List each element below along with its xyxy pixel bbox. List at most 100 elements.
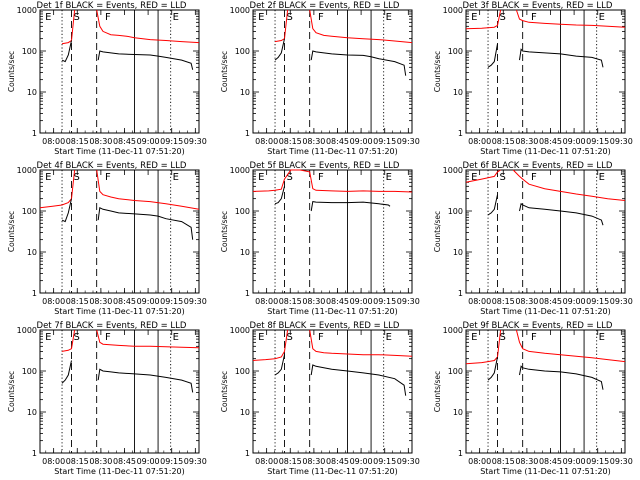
- series-events: [519, 48, 604, 68]
- panel-title: Det 4f BLACK = Events, RED = LLD: [37, 161, 187, 171]
- marker-f: F: [105, 172, 111, 183]
- y-tick-label: 100: [448, 207, 463, 216]
- y-tick-label: 1: [245, 129, 250, 138]
- marker-e: E: [258, 332, 264, 343]
- x-tick-label: 08:15: [492, 297, 515, 306]
- x-tick-label: 09:30: [397, 297, 420, 306]
- x-tick-label: 09:00: [137, 297, 160, 306]
- y-axis-label: Counts/sec: [220, 371, 229, 412]
- panel: Det 1f BLACK = Events, RED = LLD 1 10 100 10…: [7, 1, 207, 156]
- x-axis-label: Start Time (11-Dec-11 07:51:20): [54, 147, 185, 156]
- x-tick-label: 08:30: [89, 297, 112, 306]
- x-tick-label: 08:30: [515, 137, 538, 146]
- panel-title: Det 6f BLACK = Events, RED = LLD: [463, 161, 613, 171]
- marker-e: E: [386, 332, 392, 343]
- y-axis-label: Counts/sec: [220, 211, 229, 252]
- x-tick-label: 08:15: [492, 137, 515, 146]
- y-tick-label: 10: [240, 88, 250, 97]
- x-tick-label: 09:30: [610, 297, 633, 306]
- y-tick-label: 100: [448, 367, 463, 376]
- panel: Det 7f BLACK = Events, RED = LLD 1 10 100 10…: [7, 321, 207, 476]
- x-axis-label: Start Time (11-Dec-11 07:51:20): [267, 307, 398, 316]
- panel: Det 4f BLACK = Events, RED = LLD 1 10 100 10…: [7, 161, 207, 316]
- series-lld: [96, 9, 200, 44]
- plot-frame: [39, 9, 200, 134]
- series-events: [310, 364, 407, 396]
- series-lld: [96, 329, 200, 349]
- panel-title: Det 5f BLACK = Events, RED = LLD: [250, 161, 400, 171]
- plot-frame: [465, 169, 626, 294]
- marker-e: E: [599, 332, 605, 343]
- series-lld: [252, 169, 413, 193]
- plot-frame: [39, 169, 200, 294]
- x-tick-label: 09:30: [397, 137, 420, 146]
- series-lld: [252, 329, 289, 361]
- plot-frame: [465, 9, 626, 134]
- y-tick-label: 1: [32, 129, 37, 138]
- y-tick-label: 1000: [230, 6, 250, 15]
- y-tick-label: 10: [453, 248, 463, 257]
- x-tick-label: 09:15: [373, 297, 396, 306]
- x-tick-label: 08:45: [113, 297, 136, 306]
- series-lld: [515, 329, 626, 363]
- x-tick-label: 09:00: [137, 137, 160, 146]
- x-tick-label: 08:30: [515, 457, 538, 466]
- y-axis-label: Counts/sec: [7, 51, 16, 92]
- marker-f: F: [105, 332, 111, 343]
- x-tick-label: 08:00: [42, 457, 65, 466]
- marker-e: E: [599, 172, 605, 183]
- panel: Det 6f BLACK = Events, RED = LLD 1 10 100 10…: [433, 161, 633, 316]
- marker-e: E: [599, 12, 605, 23]
- x-tick-label: 09:00: [350, 297, 373, 306]
- marker-s: S: [499, 12, 505, 23]
- x-tick-label: 08:00: [468, 457, 491, 466]
- marker-e: E: [45, 12, 51, 23]
- y-tick-label: 1000: [443, 6, 463, 15]
- series-lld: [465, 169, 501, 183]
- series-lld: [512, 169, 626, 201]
- y-axis-label: Counts/sec: [7, 371, 16, 412]
- x-axis-label: Start Time (11-Dec-11 07:51:20): [480, 467, 611, 476]
- series-lld: [39, 169, 76, 209]
- x-axis-label: Start Time (11-Dec-11 07:51:20): [54, 307, 185, 316]
- y-tick-label: 1: [32, 289, 37, 298]
- x-tick-label: 09:15: [373, 457, 396, 466]
- panel: Det 3f BLACK = Events, RED = LLD 1 10 100 10…: [433, 1, 633, 156]
- x-tick-label: 09:15: [373, 137, 396, 146]
- marker-e: E: [386, 12, 392, 23]
- series-events: [310, 201, 391, 212]
- y-axis-label: Counts/sec: [220, 51, 229, 92]
- x-tick-label: 08:30: [89, 137, 112, 146]
- x-tick-label: 08:15: [279, 297, 302, 306]
- marker-s: S: [499, 172, 505, 183]
- x-tick-label: 08:45: [539, 297, 562, 306]
- marker-s: S: [286, 12, 292, 23]
- y-tick-label: 1: [458, 129, 463, 138]
- marker-s: S: [286, 332, 292, 343]
- marker-f: F: [318, 172, 324, 183]
- x-tick-label: 09:15: [586, 457, 609, 466]
- x-tick-label: 09:30: [184, 137, 207, 146]
- x-tick-label: 08:15: [279, 137, 302, 146]
- x-tick-label: 09:15: [586, 137, 609, 146]
- panel: Det 5f BLACK = Events, RED = LLD 1 10 100 10…: [220, 161, 420, 316]
- marker-e: E: [471, 172, 477, 183]
- x-axis-label: Start Time (11-Dec-11 07:51:20): [480, 307, 611, 316]
- marker-e: E: [45, 332, 51, 343]
- series-lld: [515, 9, 626, 28]
- marker-e: E: [471, 12, 477, 23]
- panel-title: Det 2f BLACK = Events, RED = LLD: [250, 1, 400, 11]
- x-axis-label: Start Time (11-Dec-11 07:51:20): [267, 467, 398, 476]
- x-tick-label: 08:15: [66, 297, 89, 306]
- plot-frame: [252, 169, 413, 294]
- marker-f: F: [531, 332, 537, 343]
- series-events: [274, 38, 285, 61]
- x-tick-label: 09:15: [160, 137, 183, 146]
- y-tick-label: 1: [245, 289, 250, 298]
- marker-s: S: [499, 332, 505, 343]
- series-lld: [274, 9, 289, 43]
- plot-frame: [252, 329, 413, 454]
- panel: Det 9f BLACK = Events, RED = LLD 1 10 100 10…: [433, 321, 633, 476]
- panel-title: Det 7f BLACK = Events, RED = LLD: [37, 321, 187, 331]
